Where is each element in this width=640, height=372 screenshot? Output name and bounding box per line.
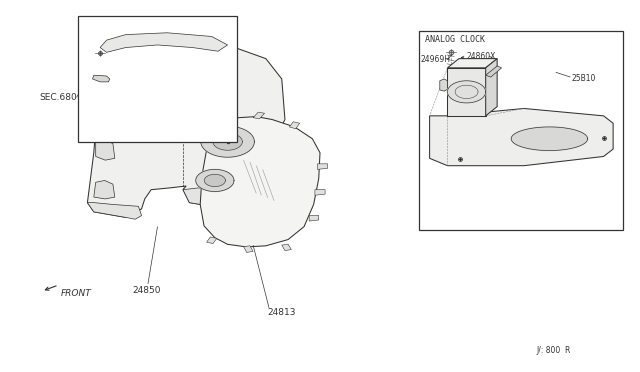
Polygon shape <box>96 140 115 160</box>
Polygon shape <box>266 131 288 150</box>
Polygon shape <box>282 244 291 251</box>
Bar <box>419 31 623 230</box>
Polygon shape <box>429 109 613 166</box>
Polygon shape <box>253 112 264 119</box>
Text: 24813: 24813 <box>268 308 296 317</box>
Polygon shape <box>266 157 287 177</box>
Polygon shape <box>289 122 300 129</box>
Polygon shape <box>183 188 218 206</box>
Text: SEC.680: SEC.680 <box>40 93 77 102</box>
Polygon shape <box>200 116 320 247</box>
Polygon shape <box>88 203 141 219</box>
Polygon shape <box>447 68 486 116</box>
Polygon shape <box>204 174 225 186</box>
Polygon shape <box>94 180 115 199</box>
Polygon shape <box>223 186 250 203</box>
Polygon shape <box>213 133 243 150</box>
Bar <box>78 16 237 142</box>
Polygon shape <box>315 190 325 195</box>
Polygon shape <box>207 237 217 244</box>
Polygon shape <box>201 126 254 157</box>
Text: 24850: 24850 <box>132 286 161 295</box>
Text: 24969H: 24969H <box>420 55 451 64</box>
Polygon shape <box>511 127 588 151</box>
Polygon shape <box>223 117 236 124</box>
Polygon shape <box>447 59 497 68</box>
Polygon shape <box>100 33 228 52</box>
Polygon shape <box>93 75 109 82</box>
Text: FRONT: FRONT <box>61 289 92 298</box>
Polygon shape <box>244 246 253 253</box>
Text: 25B10: 25B10 <box>572 74 596 83</box>
Text: J/: 800  R: J/: 800 R <box>537 346 571 355</box>
Polygon shape <box>125 35 228 55</box>
Text: 24860X: 24860X <box>467 52 496 61</box>
Polygon shape <box>440 79 447 91</box>
Polygon shape <box>317 164 328 169</box>
Polygon shape <box>447 81 486 103</box>
Polygon shape <box>486 59 497 116</box>
Polygon shape <box>309 215 319 221</box>
Text: ANALOG CLOCK: ANALOG CLOCK <box>425 35 485 44</box>
Polygon shape <box>94 90 115 114</box>
Polygon shape <box>88 45 285 217</box>
Polygon shape <box>486 66 502 77</box>
Polygon shape <box>196 169 234 192</box>
